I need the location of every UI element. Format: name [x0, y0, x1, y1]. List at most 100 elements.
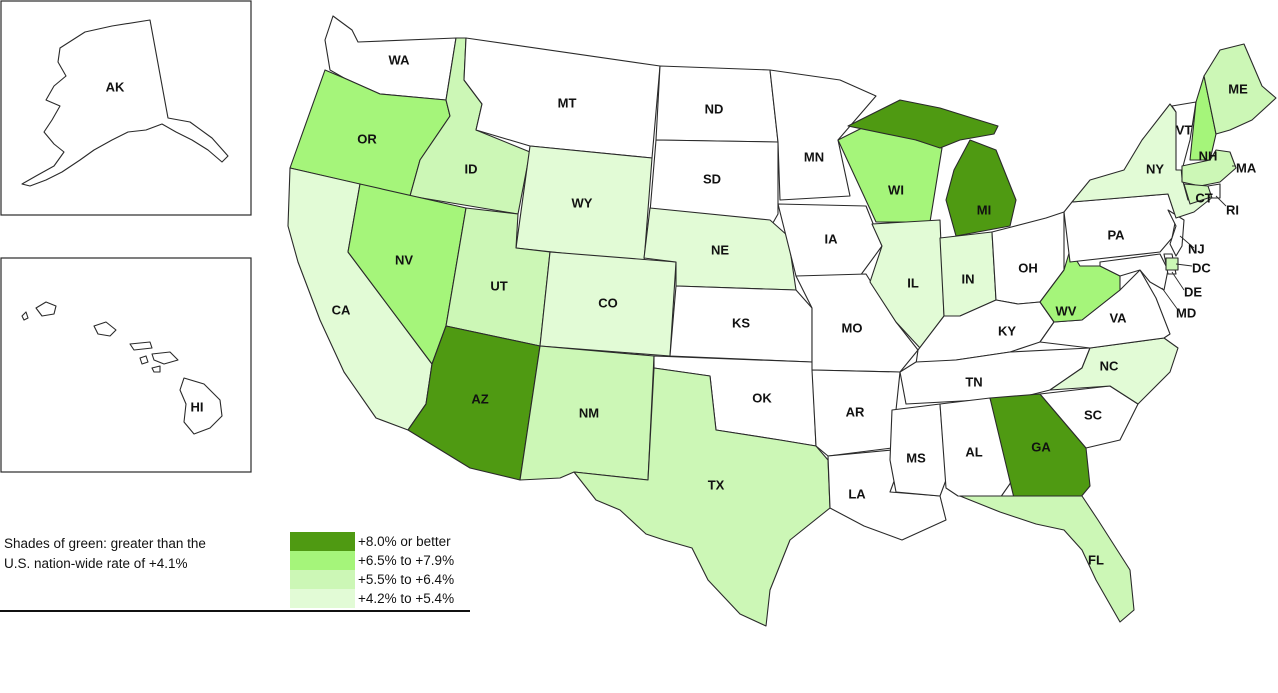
state-mn[interactable] — [769, 69, 877, 201]
legend-item: +5.5% to +6.4% — [290, 570, 454, 589]
label-nm: NM — [579, 406, 599, 421]
label-il: IL — [907, 276, 919, 291]
state-mi[interactable] — [847, 99, 1017, 237]
leader-nj — [1179, 235, 1195, 249]
state-hi-kahoolawe[interactable] — [151, 365, 161, 373]
label-or: OR — [357, 132, 377, 147]
state-ri[interactable] — [1207, 183, 1221, 199]
label-mi: MI — [977, 203, 991, 218]
label-ri: RI — [1226, 203, 1239, 218]
label-wv: WV — [1056, 304, 1077, 319]
legend-label: +8.0% or better — [358, 534, 451, 549]
label-ut: UT — [490, 279, 507, 294]
label-wy: WY — [572, 196, 593, 211]
alaska-inset-frame — [0, 0, 252, 216]
hawaii-inset-frame — [0, 257, 252, 473]
label-va: VA — [1109, 311, 1127, 326]
label-ma: MA — [1236, 161, 1257, 176]
caption-line-1: Shades of green: greater than the — [4, 536, 206, 551]
state-ak[interactable] — [21, 19, 229, 187]
state-sd[interactable] — [649, 139, 779, 229]
label-oh: OH — [1018, 261, 1038, 276]
label-ga: GA — [1031, 440, 1051, 455]
divider-rule — [0, 610, 470, 612]
legend-swatch — [290, 589, 355, 608]
label-la: LA — [848, 487, 866, 502]
label-ny: NY — [1146, 162, 1164, 177]
label-ne: NE — [711, 243, 729, 258]
state-dc[interactable] — [1165, 257, 1179, 271]
legend-swatch — [290, 532, 355, 551]
state-hi-big-island[interactable] — [179, 377, 223, 435]
state-sc[interactable] — [1039, 385, 1139, 449]
legend-label: +5.5% to +6.4% — [358, 572, 455, 587]
map-caption: Shades of green: greater than the U.S. n… — [4, 534, 264, 574]
label-id: ID — [465, 162, 478, 177]
label-md: MD — [1176, 306, 1196, 321]
label-mn: MN — [804, 150, 824, 165]
state-hi-oahu[interactable] — [35, 301, 57, 317]
state-hi-lanai[interactable] — [139, 355, 149, 365]
label-sd: SD — [703, 172, 721, 187]
label-ok: OK — [752, 391, 772, 406]
label-hi: HI — [191, 400, 204, 415]
state-me[interactable] — [1203, 43, 1277, 135]
label-dc: DC — [1192, 261, 1211, 276]
label-tx: TX — [708, 478, 725, 493]
label-sc: SC — [1084, 408, 1103, 423]
label-pa: PA — [1107, 228, 1125, 243]
state-fl[interactable] — [959, 495, 1135, 623]
legend-item: +4.2% to +5.4% — [290, 589, 454, 608]
state-hi-maui-a[interactable] — [93, 321, 117, 337]
label-in: IN — [962, 272, 975, 287]
label-wa: WA — [389, 53, 411, 68]
state-ar[interactable] — [811, 369, 901, 457]
leader-dc — [1175, 263, 1193, 267]
state-hi-molokai[interactable] — [129, 341, 153, 351]
label-al: AL — [965, 445, 982, 460]
label-vt: VT — [1176, 123, 1193, 138]
label-ca: CA — [332, 303, 351, 318]
label-ia: IA — [825, 232, 839, 247]
label-me: ME — [1228, 82, 1248, 97]
legend-label: +4.2% to +5.4% — [358, 591, 455, 606]
state-hi-maui-b[interactable] — [151, 351, 179, 365]
state-labels: AK HI WA OR CA ID NV MT WY UT AZ CO NM N… — [106, 53, 1257, 568]
state-nc[interactable] — [1049, 337, 1179, 405]
label-tn: TN — [965, 375, 982, 390]
caption-line-2: U.S. nation-wide rate of +4.1% — [4, 556, 188, 571]
label-mt: MT — [558, 96, 577, 111]
label-wi: WI — [888, 183, 904, 198]
state-nj[interactable] — [1167, 209, 1185, 257]
label-ar: AR — [846, 405, 865, 420]
label-az: AZ — [471, 392, 488, 407]
label-nj: NJ — [1188, 242, 1205, 257]
legend-swatch — [290, 551, 355, 570]
label-de: DE — [1184, 285, 1202, 300]
state-md[interactable] — [1099, 253, 1169, 291]
legend-label: +6.5% to +7.9% — [358, 553, 455, 568]
state-ma[interactable] — [1181, 149, 1237, 187]
label-ky: KY — [998, 324, 1016, 339]
leader-ri — [1215, 195, 1227, 207]
state-il[interactable] — [869, 219, 945, 349]
state-nh[interactable] — [1189, 75, 1217, 161]
state-hi-kauai[interactable] — [21, 311, 29, 321]
label-ms: MS — [906, 451, 926, 466]
label-ks: KS — [732, 316, 750, 331]
label-ak: AK — [106, 80, 125, 95]
legend-item: +6.5% to +7.9% — [290, 551, 454, 570]
label-nd: ND — [705, 102, 724, 117]
label-fl: FL — [1088, 553, 1104, 568]
legend-item: +8.0% or better — [290, 532, 454, 551]
leader-de — [1171, 271, 1185, 291]
state-ia[interactable] — [777, 203, 883, 277]
label-nv: NV — [395, 253, 413, 268]
label-mo: MO — [842, 321, 863, 336]
state-tx[interactable] — [573, 367, 831, 627]
label-ct: CT — [1195, 191, 1212, 206]
label-nc: NC — [1100, 359, 1119, 374]
label-nh: NH — [1199, 149, 1218, 164]
legend-swatch — [290, 570, 355, 589]
